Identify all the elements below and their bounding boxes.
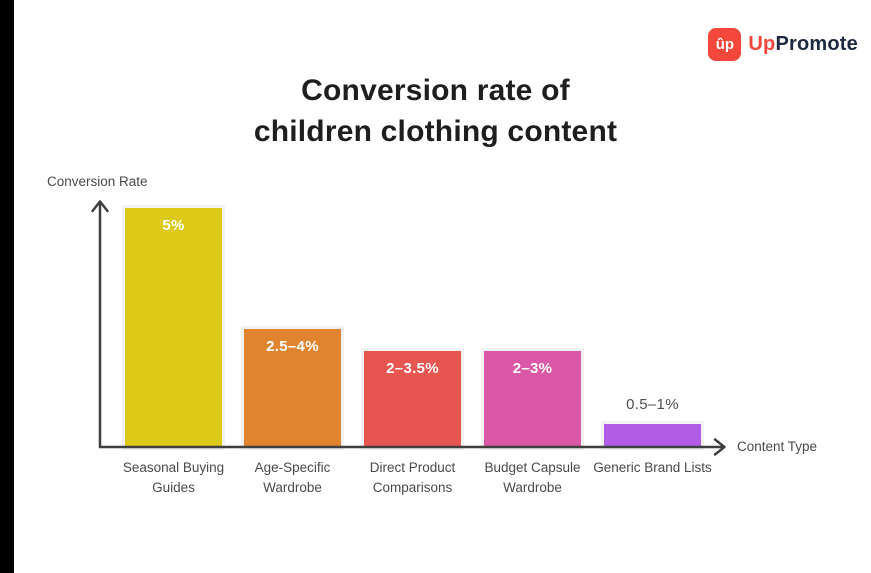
bar-value-label-direct-product-comparisons: 2–3.5% xyxy=(386,360,439,377)
x-category-label-budget-capsule-wardrobe: Budget Capsule Wardrobe xyxy=(484,460,581,495)
y-axis-label: Conversion Rate xyxy=(47,174,148,189)
x-axis-label: Content Type xyxy=(737,439,818,454)
bar-value-label-budget-capsule-wardrobe: 2–3% xyxy=(512,360,553,377)
x-category-label-age-specific-wardrobe: Age-Specific Wardrobe xyxy=(254,460,331,495)
y-axis-arrowhead-icon xyxy=(91,200,109,213)
bar-value-label-age-specific-wardrobe: 2.5–4% xyxy=(266,338,319,355)
uppromote-logo-icon: ûp xyxy=(708,28,742,61)
bar-value-label-generic-brand-lists: 0.5–1% xyxy=(626,396,679,413)
left-black-strip xyxy=(0,0,14,573)
x-category-label-direct-product-comparisons: Direct Product Comparisons xyxy=(369,460,456,495)
bar-age-specific-wardrobe: 2.5–4% xyxy=(244,329,341,447)
chart-title-line1: Conversion rate of xyxy=(301,74,570,107)
bar-budget-capsule-wardrobe: 2–3% xyxy=(484,351,581,447)
bar-direct-product-comparisons: 2–3.5% xyxy=(364,351,461,447)
chart-title-line2: children clothing content xyxy=(253,115,618,148)
logo-text-up: Up xyxy=(748,33,776,55)
uppromote-logo: ûp UpPromote xyxy=(708,28,858,61)
chart-title: Conversion rate of children clothing con… xyxy=(0,70,871,152)
x-axis-arrowhead-icon xyxy=(713,438,726,456)
bar-seasonal-buying-guides: 5% xyxy=(125,208,222,447)
logo-text-promote: Promote xyxy=(775,33,858,55)
x-category-label-generic-brand-lists: Generic Brand Lists xyxy=(593,460,712,475)
bar-value-label-seasonal-buying-guides: 5% xyxy=(162,217,185,234)
bar-generic-brand-lists: 0.5–1% xyxy=(604,396,701,447)
x-category-label-seasonal-buying-guides: Seasonal Buying Guides xyxy=(122,460,225,495)
uppromote-logo-text: UpPromote xyxy=(748,33,858,56)
